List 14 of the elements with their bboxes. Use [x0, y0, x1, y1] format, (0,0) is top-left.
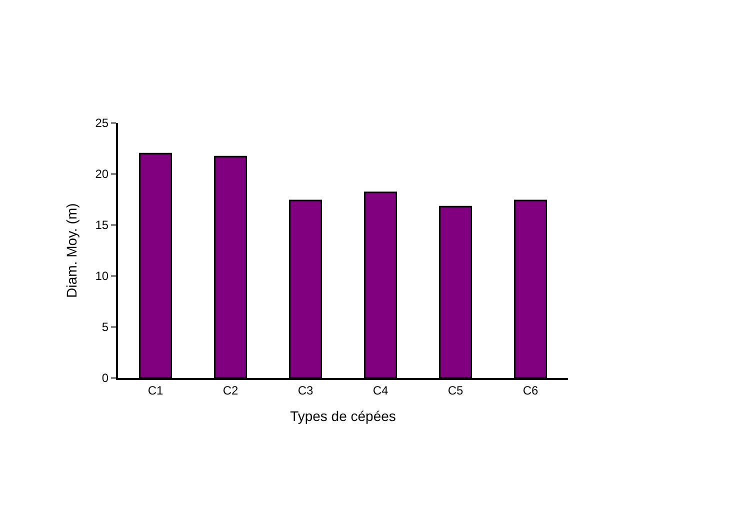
- y-tick-label: 20: [95, 167, 109, 182]
- x-axis-title: Types de cépées: [290, 408, 396, 424]
- x-tick-label: C3: [298, 383, 314, 398]
- y-tick-label: 5: [102, 320, 109, 334]
- x-tick-label: C4: [372, 383, 388, 398]
- x-tick-label: C2: [222, 383, 238, 398]
- y-axis-title: Diam. Moy. (m): [63, 203, 80, 298]
- y-tick-label: 0: [102, 371, 109, 386]
- y-tick-label: 15: [95, 218, 109, 232]
- x-tick-label: C6: [522, 383, 538, 398]
- y-tick-label: 25: [95, 116, 109, 130]
- x-tick-label: C5: [448, 383, 464, 398]
- x-tick-label: C1: [148, 383, 164, 398]
- y-tick-label: 10: [95, 269, 109, 284]
